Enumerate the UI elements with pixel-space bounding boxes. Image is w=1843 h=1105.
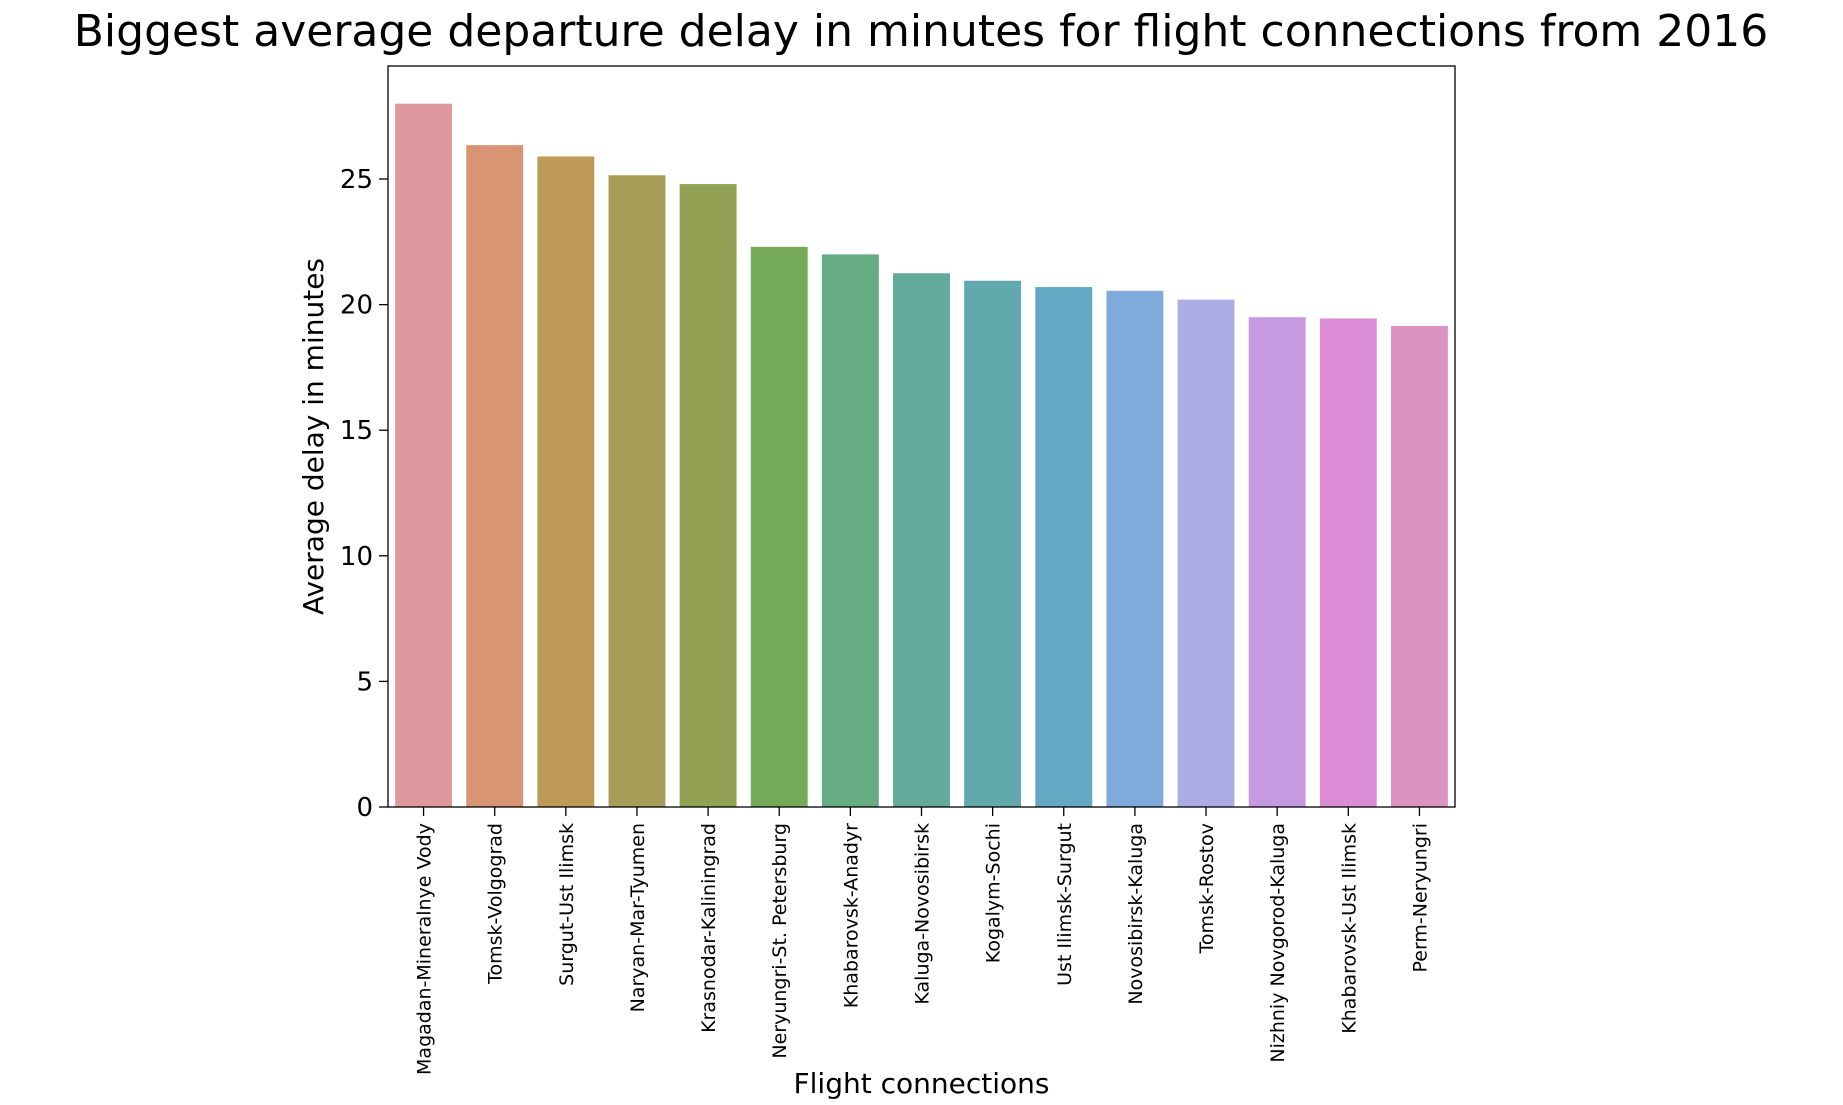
bar-4	[608, 175, 666, 807]
x-axis: Magadan-Mineralnye Vody Tomsk-Volgograd Su…	[414, 807, 1431, 1075]
y-tick-label: 15	[340, 416, 373, 446]
x-tick-label: Neryungri-St. Petersburg	[769, 823, 791, 1059]
x-tick-label: Khabarovsk-Ust Ilimsk	[1338, 823, 1360, 1034]
bar-15	[1390, 325, 1448, 807]
bar-2	[466, 145, 524, 808]
y-axis-label: Average delay in minutes	[297, 258, 330, 615]
x-tick-label: Kaluga-Novosibirsk	[912, 823, 934, 1005]
chart-title: Biggest average departure delay in minut…	[74, 6, 1769, 57]
plot-frame	[387, 65, 1456, 808]
y-tick-label: 0	[356, 793, 373, 823]
bar-10	[1035, 287, 1093, 807]
y-axis: 0 5 10 15 20 25	[340, 165, 388, 823]
bar-8	[893, 273, 950, 807]
bar-3	[537, 156, 595, 807]
x-tick-label: Krasnodar-Kaliningrad	[698, 823, 720, 1033]
bar-6	[750, 246, 808, 807]
x-tick-label: Magadan-Mineralnye Vody	[414, 823, 436, 1075]
x-tick-label: Novosibirsk-Kaluga	[1125, 823, 1147, 1005]
y-tick-label: 5	[356, 667, 373, 697]
x-tick-label: Tomsk-Volgograd	[485, 823, 507, 985]
bar-7	[821, 254, 879, 807]
x-tick-label: Nizhniy Novgorod-Kaluga	[1267, 823, 1289, 1063]
y-tick-label: 10	[340, 542, 373, 572]
bar-11	[1106, 290, 1164, 807]
x-axis-label: Flight connections	[794, 1067, 1050, 1100]
bar-5	[679, 184, 737, 808]
x-tick-label: Naryan-Mar-Tyumen	[627, 823, 649, 1012]
x-tick-label: Kogalym-Sochi	[983, 823, 1005, 963]
y-tick-label: 25	[340, 165, 373, 195]
x-tick-label: Tomsk-Rostov	[1196, 823, 1218, 954]
bar-14	[1319, 318, 1377, 807]
bar-12	[1177, 299, 1235, 807]
y-tick-label: 20	[340, 291, 373, 321]
bar-1	[395, 103, 453, 807]
bars-group	[395, 103, 1448, 808]
x-tick-label: Perm-Neryungri	[1409, 823, 1431, 973]
x-tick-label: Khabarovsk-Anadyr	[840, 823, 862, 1008]
x-tick-label: Ust Ilimsk-Surgut	[1054, 823, 1076, 986]
bar-13	[1248, 317, 1306, 807]
x-tick-label: Surgut-Ust Ilimsk	[556, 823, 578, 986]
bar-9	[964, 280, 1022, 807]
